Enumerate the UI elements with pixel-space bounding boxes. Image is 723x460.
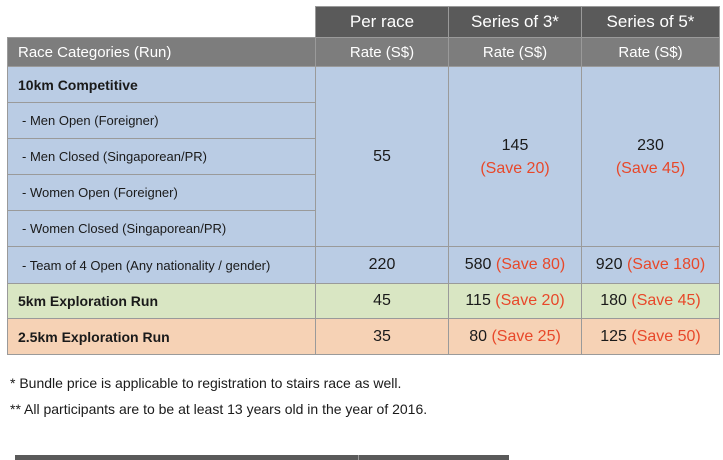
next-table-header-divider <box>358 455 359 460</box>
5km-series-5-save: (Save 45) <box>631 292 701 309</box>
competitive-series-5-save: (Save 45) <box>615 159 686 177</box>
2-5km-series-3-price: 80 <box>469 327 487 345</box>
header-series-3: Series of 3* <box>448 6 582 38</box>
table-row: 10km Competitive 55 145 (Save 20) 230 (S… <box>7 66 720 247</box>
category-5km-exploration: 5km Exploration Run <box>7 283 316 319</box>
pricing-table: Per race Series of 3* Series of 5* Race … <box>7 6 720 355</box>
header-blank-cell <box>7 6 316 38</box>
2-5km-series-3-save: (Save 25) <box>491 327 561 345</box>
header-series-5: Series of 5* <box>581 6 720 38</box>
footnote-age-requirement: ** All participants are to be at least 1… <box>10 401 428 417</box>
sub-category-team-of-4: - Team of 4 Open (Any nationality / gend… <box>7 246 316 284</box>
2-5km-series-3-cell: 80 (Save 25) <box>448 318 582 355</box>
5km-series-3-price: 115 <box>465 292 491 309</box>
race-categories-header: Race Categories (Run) <box>7 37 316 67</box>
5km-series-5-cell: 180 (Save 45) <box>581 283 720 319</box>
team-series-5-save: (Save 180) <box>626 256 706 273</box>
sub-category-women-closed: - Women Closed (Singaporean/PR) <box>7 210 316 247</box>
5km-series-3-save: (Save 20) <box>495 292 565 309</box>
team-series-5-cell: 920 (Save 180) <box>581 246 720 284</box>
team-series-5-price: 920 <box>595 256 623 273</box>
team-series-3-price: 580 <box>464 256 492 273</box>
team-series-3-save: (Save 80) <box>495 256 566 273</box>
table-row: 2.5km Exploration Run 35 80 (Save 25) 12… <box>7 318 720 355</box>
category-10km-competitive: 10km Competitive <box>7 66 316 103</box>
2-5km-series-5-cell: 125 (Save 50) <box>581 318 720 355</box>
2-5km-series-5-price: 125 <box>600 327 627 345</box>
rate-header-series-3: Rate (S$) <box>448 37 582 67</box>
table-row: 5km Exploration Run 45 115 (Save 20) 180… <box>7 283 720 319</box>
competitive-per-race-price: 55 <box>315 66 449 247</box>
competitive-series-3-price: 145 <box>501 136 529 154</box>
team-per-race-price: 220 <box>315 246 449 284</box>
category-2-5km-exploration: 2.5km Exploration Run <box>7 318 316 355</box>
competitive-series-3-cell: 145 (Save 20) <box>448 66 582 247</box>
2-5km-per-race-price: 35 <box>315 318 449 355</box>
team-series-3-cell: 580 (Save 80) <box>448 246 582 284</box>
2-5km-series-5-save: (Save 50) <box>631 327 701 345</box>
column-header-row: Per race Series of 3* Series of 5* <box>7 6 720 38</box>
5km-series-5-price: 180 <box>600 292 627 309</box>
competitive-series-5-cell: 230 (Save 45) <box>581 66 720 247</box>
next-table-header-strip <box>15 455 509 460</box>
5km-per-race-price: 45 <box>315 283 449 319</box>
rate-header-series-5: Rate (S$) <box>581 37 720 67</box>
rate-header-per-race: Rate (S$) <box>315 37 449 67</box>
5km-series-3-cell: 115 (Save 20) <box>448 283 582 319</box>
footnote-bundle-price: * Bundle price is applicable to registra… <box>10 375 402 391</box>
sub-category-men-open: - Men Open (Foreigner) <box>7 102 316 139</box>
header-per-race: Per race <box>315 6 449 38</box>
table-row: - Team of 4 Open (Any nationality / gend… <box>7 246 720 284</box>
competitive-series-5-price: 230 <box>637 136 664 154</box>
sub-category-women-open: - Women Open (Foreigner) <box>7 174 316 211</box>
rate-header-row: Race Categories (Run) Rate (S$) Rate (S$… <box>7 37 720 67</box>
sub-category-men-closed: - Men Closed (Singaporean/PR) <box>7 138 316 175</box>
competitive-series-3-save: (Save 20) <box>480 159 550 177</box>
